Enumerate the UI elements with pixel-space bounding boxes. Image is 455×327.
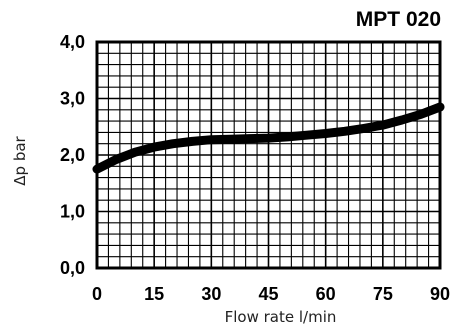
y-tick-label: 2,0 (60, 145, 85, 165)
x-tick-label: 60 (316, 284, 336, 304)
chart-title: MPT 020 (355, 8, 441, 31)
x-tick-label: 90 (430, 284, 450, 304)
major-grid (97, 42, 440, 268)
x-tick-label: 30 (201, 284, 221, 304)
x-tick-label: 15 (144, 284, 164, 304)
x-tick-label: 45 (258, 284, 278, 304)
y-tick-labels: 0,0 1,0 2,0 3,0 4,0 (60, 32, 85, 278)
series-line-0 (92, 102, 445, 174)
plot-frame (95, 40, 442, 270)
x-tick-labels: 0 15 30 45 60 75 90 (92, 284, 450, 304)
series-layer (92, 102, 445, 174)
x-tick-label: 75 (373, 284, 393, 304)
x-tick-label: 0 (92, 284, 102, 304)
y-axis-label: Δp bar (11, 135, 29, 185)
y-tick-label: 0,0 (60, 258, 85, 278)
y-tick-label: 3,0 (60, 89, 85, 109)
y-tick-label: 1,0 (60, 202, 85, 222)
y-tick-label: 4,0 (60, 32, 85, 52)
x-axis-label: Flow rate l/min (225, 308, 337, 326)
